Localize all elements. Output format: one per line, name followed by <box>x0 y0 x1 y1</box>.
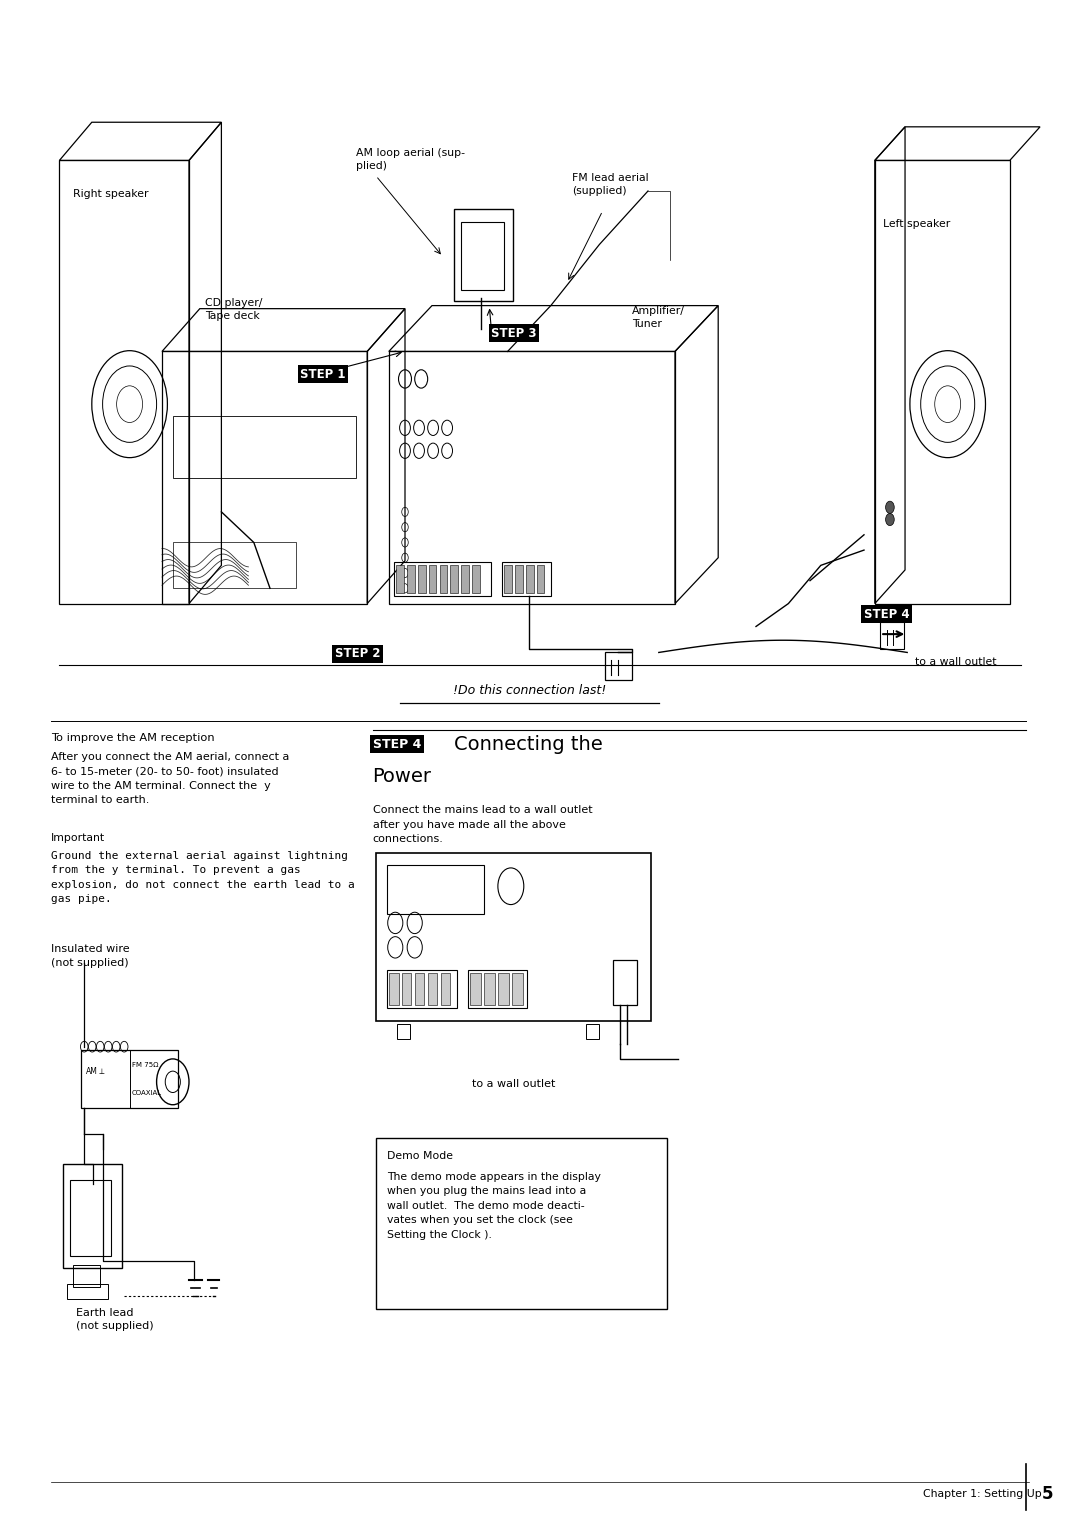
Bar <box>376 853 651 1021</box>
Text: The demo mode appears in the display
when you plug the mains lead into a
wall ou: The demo mode appears in the display whe… <box>387 1172 600 1239</box>
Text: Chapter 1: Setting Up: Chapter 1: Setting Up <box>923 1490 1042 1499</box>
Bar <box>418 565 426 593</box>
Text: to a wall outlet: to a wall outlet <box>472 1079 555 1089</box>
Bar <box>515 565 523 593</box>
Text: STEP 4: STEP 4 <box>864 608 909 620</box>
Text: COAXIAL: COAXIAL <box>132 1089 162 1096</box>
Bar <box>429 565 436 593</box>
Bar <box>59 160 189 604</box>
Bar <box>454 209 513 301</box>
Bar <box>162 351 367 604</box>
Text: Demo Mode: Demo Mode <box>387 1151 453 1161</box>
Bar <box>586 1024 599 1039</box>
Bar <box>415 973 424 1005</box>
Text: After you connect the AM aerial, connect a
6- to 15-meter (20- to 50- foot) insu: After you connect the AM aerial, connect… <box>51 752 289 805</box>
Text: Connect the mains lead to a wall outlet
after you have made all the above
connec: Connect the mains lead to a wall outlet … <box>373 805 592 843</box>
Bar <box>461 222 504 290</box>
Bar <box>407 565 415 593</box>
Bar <box>389 973 399 1005</box>
Bar <box>441 973 450 1005</box>
Bar <box>470 973 481 1005</box>
Text: 5: 5 <box>1042 1485 1054 1504</box>
Bar <box>512 973 523 1005</box>
Text: $\perp$: $\perp$ <box>97 1067 106 1076</box>
Text: STEP 2: STEP 2 <box>335 648 380 660</box>
Text: CD player/
Tape deck: CD player/ Tape deck <box>205 298 262 321</box>
Bar <box>428 973 437 1005</box>
Text: Earth lead
(not supplied): Earth lead (not supplied) <box>76 1308 153 1331</box>
Bar <box>396 565 404 593</box>
Circle shape <box>886 501 894 513</box>
Text: to a wall outlet: to a wall outlet <box>915 657 996 668</box>
Bar <box>63 1164 122 1268</box>
Text: Right speaker: Right speaker <box>73 188 149 199</box>
Bar <box>387 970 457 1008</box>
Bar <box>484 973 495 1005</box>
Bar <box>70 1180 111 1256</box>
Text: AM: AM <box>86 1067 98 1076</box>
Bar <box>397 1024 410 1039</box>
Text: AM loop aerial (sup-
plied): AM loop aerial (sup- plied) <box>356 148 465 171</box>
Text: Amplifier/
Tuner: Amplifier/ Tuner <box>632 306 685 329</box>
Bar <box>440 565 447 593</box>
Bar <box>173 416 356 477</box>
Text: STEP 4: STEP 4 <box>373 738 421 750</box>
Text: Left speaker: Left speaker <box>883 219 950 229</box>
Bar <box>526 565 534 593</box>
Text: Power: Power <box>373 767 432 785</box>
Bar <box>605 652 632 680</box>
Text: Insulated wire
(not supplied): Insulated wire (not supplied) <box>51 944 130 967</box>
Bar <box>875 160 1010 604</box>
Bar <box>389 351 675 604</box>
Bar <box>402 973 411 1005</box>
Bar <box>173 542 296 588</box>
Bar <box>472 565 480 593</box>
Bar <box>461 565 469 593</box>
Bar <box>498 973 509 1005</box>
Bar <box>81 1050 178 1108</box>
Bar <box>537 565 544 593</box>
Text: Important: Important <box>51 833 105 843</box>
Text: FM lead aerial
(supplied): FM lead aerial (supplied) <box>572 173 649 196</box>
Bar <box>468 970 527 1008</box>
Bar <box>613 960 637 1005</box>
Text: To improve the AM reception: To improve the AM reception <box>51 733 215 744</box>
Circle shape <box>886 513 894 526</box>
Bar <box>376 1138 667 1309</box>
Bar <box>67 1284 108 1299</box>
Text: STEP 3: STEP 3 <box>491 327 537 339</box>
Bar <box>73 1265 100 1287</box>
Bar <box>394 562 491 596</box>
Text: !Do this connection last!: !Do this connection last! <box>453 685 606 697</box>
Bar <box>450 565 458 593</box>
Bar <box>880 622 904 649</box>
Bar <box>387 865 484 914</box>
Text: Connecting the: Connecting the <box>454 735 603 753</box>
Text: STEP 1: STEP 1 <box>300 368 346 380</box>
Text: Ground the external aerial against lightning
from the y terminal. To prevent a g: Ground the external aerial against light… <box>51 851 354 905</box>
Text: FM 75Ω: FM 75Ω <box>132 1062 159 1068</box>
Bar <box>504 565 512 593</box>
Bar <box>502 562 551 596</box>
